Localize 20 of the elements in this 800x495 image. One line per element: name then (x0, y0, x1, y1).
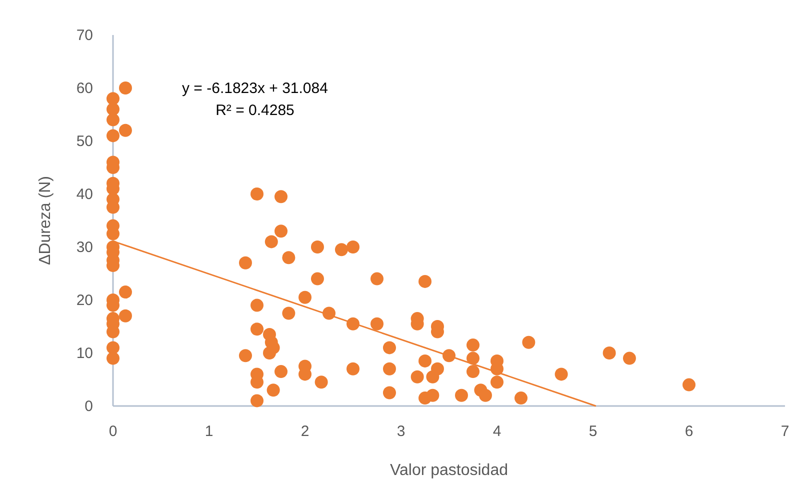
annotation: R² = 0.4285 (216, 102, 294, 119)
annotation: y = -6.1823x + 31.084 (182, 80, 328, 97)
x-axis-title: Valor pastosidad (390, 462, 508, 479)
y-tick-label: 30 (76, 239, 93, 256)
y-tick-label: 50 (76, 133, 93, 150)
y-tick-label: 70 (76, 27, 93, 44)
x-tick-label: 6 (684, 423, 694, 440)
y-tick-label: 10 (76, 345, 93, 362)
x-tick-label: 1 (204, 423, 214, 440)
y-tick-label: 40 (76, 186, 93, 203)
y-tick-label: 0 (84, 398, 93, 415)
y-axis-title: ΔDureza (N) (37, 176, 54, 265)
y-tick-label: 60 (76, 80, 93, 97)
x-tick-label: 0 (108, 423, 118, 440)
x-tick-label: 7 (780, 423, 790, 440)
x-tick-label: 5 (588, 423, 598, 440)
x-tick-label: 2 (300, 423, 310, 440)
y-tick-label: 20 (76, 292, 93, 309)
x-tick-label: 3 (396, 423, 406, 440)
x-tick-label: 4 (492, 423, 502, 440)
